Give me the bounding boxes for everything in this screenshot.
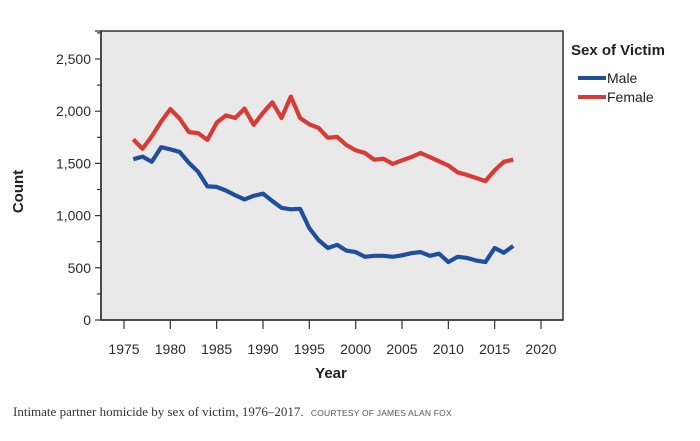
legend-label: Male <box>607 70 638 86</box>
legend: Sex of Victim Male Female <box>571 42 665 105</box>
series-layer <box>131 94 515 265</box>
caption-credit: COURTESY OF JAMES ALAN FOX <box>310 408 452 418</box>
y-axis: 0 500 1,000 1,500 2,000 2,500 <box>56 30 102 328</box>
x-tick-label: 2000 <box>340 341 371 357</box>
y-tick-label: 1,500 <box>56 155 91 171</box>
x-tick-label: 1985 <box>201 341 232 357</box>
x-tick-label: 1980 <box>155 341 186 357</box>
x-tick-label: 1990 <box>247 341 278 357</box>
y-tick-label: 500 <box>68 260 92 276</box>
x-axis: 1975 1980 1985 1990 1995 2000 2005 2010 2015 2020 <box>101 319 563 357</box>
legend-title: Sex of Victim <box>571 42 665 59</box>
plot-area <box>100 30 564 321</box>
legend-item-female: Female <box>578 89 654 105</box>
y-tick-label: 0 <box>83 312 91 328</box>
x-tick-label: 2010 <box>433 341 464 357</box>
figure-caption: Intimate partner homicide by sex of vict… <box>13 404 452 420</box>
y-tick-label: 2,000 <box>56 103 91 119</box>
y-tick-label: 2,500 <box>56 51 91 67</box>
legend-item-male: Male <box>578 70 638 86</box>
y-tick-label: 1,000 <box>56 208 91 224</box>
y-axis-title: Count <box>10 170 27 213</box>
x-axis-title: Year <box>315 365 347 382</box>
chart: 0 500 1,000 1,500 2,000 2,500 1975 1980 1985 199… <box>10 30 665 382</box>
x-tick-label: 2020 <box>525 341 556 357</box>
caption-text: Intimate partner homicide by sex of vict… <box>13 404 304 419</box>
x-tick-label: 2005 <box>386 341 417 357</box>
series-line-male <box>132 145 515 265</box>
series-line-female <box>131 94 514 184</box>
x-tick-label: 2015 <box>479 341 510 357</box>
legend-label: Female <box>607 89 654 105</box>
x-tick-label: 1975 <box>108 341 139 357</box>
x-tick-label: 1995 <box>294 341 325 357</box>
